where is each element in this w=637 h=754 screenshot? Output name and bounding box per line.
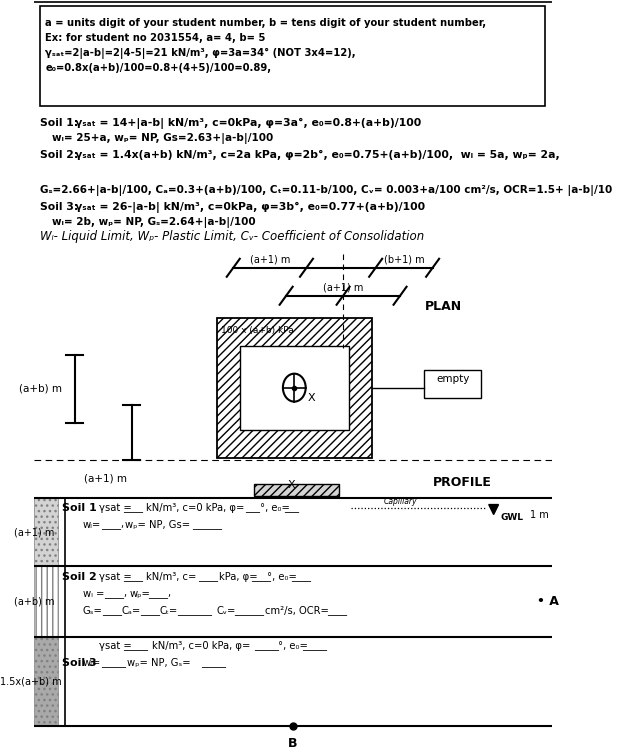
Bar <box>40 6 545 106</box>
Text: e₀=0.8x(a+b)/100=0.8+(4+5)/100=0.89,: e₀=0.8x(a+b)/100=0.8+(4+5)/100=0.89, <box>45 63 271 73</box>
Bar <box>424 369 482 397</box>
Text: Wₗ- Liquid Limit, Wₚ- Plastic Limit, Cᵥ- Coefficient of Consolidation: Wₗ- Liquid Limit, Wₚ- Plastic Limit, Cᵥ-… <box>40 230 425 243</box>
Text: ______: ______ <box>234 606 264 617</box>
Polygon shape <box>489 504 499 514</box>
Text: _____: _____ <box>101 658 125 668</box>
Text: ____: ____ <box>140 606 160 617</box>
Text: Ex: for student no 2031554, a= 4, b= 5: Ex: for student no 2031554, a= 4, b= 5 <box>45 33 266 43</box>
Text: empty: empty <box>436 374 469 384</box>
Text: γₛₐₜ = 26-|a-b| kN/m³, c=0kPa, φ=3b°, e₀=0.77+(a+b)/100: γₛₐₜ = 26-|a-b| kN/m³, c=0kPa, φ=3b°, e₀… <box>75 202 425 213</box>
Text: γsat =: γsat = <box>99 572 132 583</box>
Bar <box>34 637 59 726</box>
Text: cm²/s, OCR=: cm²/s, OCR= <box>265 606 329 617</box>
Text: wₗ =: wₗ = <box>83 590 104 599</box>
Text: Cₐ=: Cₐ= <box>122 606 141 617</box>
Text: Soil 2:: Soil 2: <box>40 150 79 160</box>
Text: wₗ= 25+a, wₚ= NP, Gs=2.63+|a-b|/100: wₗ= 25+a, wₚ= NP, Gs=2.63+|a-b|/100 <box>52 133 273 144</box>
Text: ____: ____ <box>124 572 143 583</box>
Text: 1.5x(a+b) m: 1.5x(a+b) m <box>0 677 61 687</box>
Bar <box>217 317 371 458</box>
Text: wₗ= 2b, wₚ= NP, Gₛ=2.64+|a-b|/100: wₗ= 2b, wₚ= NP, Gₛ=2.64+|a-b|/100 <box>52 217 255 228</box>
Text: Capillary: Capillary <box>383 497 417 505</box>
Text: ____: ____ <box>327 606 347 617</box>
Text: °, e₀=: °, e₀= <box>278 642 308 651</box>
Text: (a+b) m: (a+b) m <box>19 384 62 394</box>
Text: Soil 3:: Soil 3: <box>40 202 79 212</box>
Text: Soil 1:: Soil 1: <box>40 118 79 128</box>
Text: Cᵥ=: Cᵥ= <box>216 606 236 617</box>
Text: 1 m: 1 m <box>530 510 549 520</box>
Text: PLAN: PLAN <box>424 300 462 313</box>
Text: γₛₐₜ = 1.4x(a+b) kN/m³, c=2a kPa, φ=2b°, e₀=0.75+(a+b)/100,  wₗ = 5a, wₚ= 2a,: γₛₐₜ = 1.4x(a+b) kN/m³, c=2a kPa, φ=2b°,… <box>75 150 559 160</box>
Text: wₗ=: wₗ= <box>83 658 101 668</box>
Bar <box>34 498 59 566</box>
Text: _____: _____ <box>303 642 327 651</box>
Text: X: X <box>287 480 295 489</box>
Text: Gₛ=2.66+|a-b|/100, Cₐ=0.3+(a+b)/100, Cₜ=0.11-b/100, Cᵥ= 0.003+a/100 cm²/s, OCR=1: Gₛ=2.66+|a-b|/100, Cₐ=0.3+(a+b)/100, Cₜ=… <box>40 185 613 196</box>
Bar <box>34 566 59 637</box>
Text: kN/m³, c=: kN/m³, c= <box>147 572 197 583</box>
Text: ___: ___ <box>285 503 299 513</box>
Text: (a+b) m: (a+b) m <box>13 597 54 607</box>
Text: ____: ____ <box>103 606 122 617</box>
Text: ____,: ____, <box>148 590 171 599</box>
Text: ____: ____ <box>291 572 311 583</box>
Text: _____: _____ <box>201 658 225 668</box>
Text: (a+1) m: (a+1) m <box>250 255 290 265</box>
Text: 100 x (a+b) kPa: 100 x (a+b) kPa <box>221 326 294 335</box>
Text: (b+1) m: (b+1) m <box>384 255 424 265</box>
Text: B: B <box>288 737 297 750</box>
Text: kPa, φ=: kPa, φ= <box>218 572 257 583</box>
Text: Gₛ=: Gₛ= <box>83 606 103 617</box>
Text: ____: ____ <box>198 572 218 583</box>
Text: wₚ= NP, Gs=: wₚ= NP, Gs= <box>125 520 190 529</box>
Text: ___: ___ <box>245 503 261 513</box>
Text: PROFILE: PROFILE <box>433 476 492 489</box>
Text: γsat =: γsat = <box>99 642 132 651</box>
Text: (a+1) m: (a+1) m <box>323 283 363 293</box>
Text: Soil 3: Soil 3 <box>62 658 97 668</box>
Text: • A: • A <box>537 596 559 608</box>
Text: X: X <box>307 393 315 403</box>
Text: Cₜ=: Cₜ= <box>159 606 178 617</box>
Text: _______: _______ <box>177 606 212 617</box>
Text: wₗ=: wₗ= <box>83 520 101 529</box>
Bar <box>240 345 349 430</box>
Text: ______: ______ <box>192 520 222 529</box>
Text: _____: _____ <box>124 642 148 651</box>
Text: wₚ= NP, Gₛ=: wₚ= NP, Gₛ= <box>127 658 191 668</box>
Text: _____: _____ <box>254 642 278 651</box>
Text: wₚ=: wₚ= <box>130 590 151 599</box>
Text: kN/m³, c=0 kPa, φ=: kN/m³, c=0 kPa, φ= <box>147 503 245 513</box>
Text: Soil 1: Soil 1 <box>62 503 97 513</box>
Text: ____,: ____, <box>101 520 124 529</box>
Text: γsat =: γsat = <box>99 503 132 513</box>
Text: °, e₀=: °, e₀= <box>268 572 297 583</box>
Text: γₛₐₜ=2|a-b|=2|4-5|=21 kN/m³, φ=3a=34° (NOT 3x4=12),: γₛₐₜ=2|a-b|=2|4-5|=21 kN/m³, φ=3a=34° (N… <box>45 48 356 59</box>
Text: ____: ____ <box>124 503 143 513</box>
Text: a = units digit of your student number, b = tens digit of your student number,: a = units digit of your student number, … <box>45 18 487 28</box>
Text: GWL: GWL <box>500 513 523 522</box>
Text: °, e₀=: °, e₀= <box>260 503 290 513</box>
Text: γₛₐₜ = 14+|a-b| kN/m³, c=0kPa, φ=3a°, e₀=0.8+(a+b)/100: γₛₐₜ = 14+|a-b| kN/m³, c=0kPa, φ=3a°, e₀… <box>75 118 421 129</box>
Text: ____: ____ <box>251 572 271 583</box>
Text: ____,: ____, <box>104 590 127 599</box>
Text: Soil 2: Soil 2 <box>62 572 97 583</box>
Text: kN/m³, c=0 kPa, φ=: kN/m³, c=0 kPa, φ= <box>152 642 250 651</box>
Text: (a+1) m: (a+1) m <box>85 474 127 483</box>
Bar <box>254 483 339 495</box>
Text: (a+1) m: (a+1) m <box>14 527 54 537</box>
